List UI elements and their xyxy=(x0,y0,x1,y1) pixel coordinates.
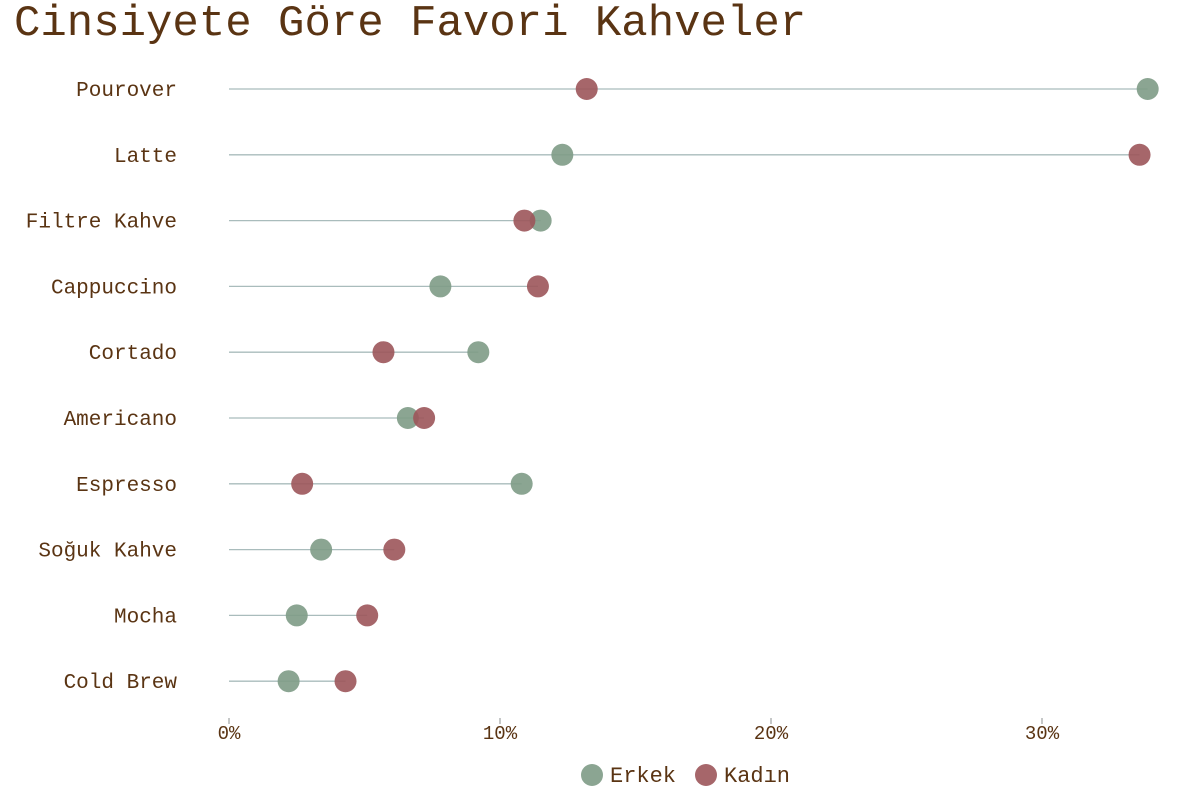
point-erkek-5 xyxy=(396,407,419,429)
point-erkek-4 xyxy=(467,341,490,364)
point-kadın-8 xyxy=(356,604,379,627)
point-erkek-2 xyxy=(529,209,552,232)
connector-lines xyxy=(229,88,1148,682)
point-kadın-2 xyxy=(513,209,536,232)
point-kadın-9 xyxy=(334,670,357,693)
category-label: Filtre Kahve xyxy=(26,212,177,235)
point-kadın-6 xyxy=(291,472,314,495)
point-erkek-3 xyxy=(429,275,452,298)
legend: Erkek Kadın xyxy=(581,764,790,789)
category-label: Latte xyxy=(114,146,177,169)
category-label: Pourover xyxy=(76,80,177,103)
point-kadın-0 xyxy=(575,78,598,100)
point-kadın-7 xyxy=(383,538,406,561)
legend-marker-kadın xyxy=(695,764,717,786)
category-label: Mocha xyxy=(114,606,177,629)
point-kadın-4 xyxy=(372,341,395,364)
point-kadın-3 xyxy=(526,275,549,298)
category-labels: Pourover Latte Filtre Kahve Cappuccino Corta… xyxy=(26,80,178,695)
point-erkek-7 xyxy=(310,538,333,561)
category-label: Cortado xyxy=(89,343,177,366)
x-tick-label: 10% xyxy=(483,723,518,745)
category-label: Americano xyxy=(64,409,177,432)
category-label: Cappuccino xyxy=(51,277,177,300)
data-points xyxy=(277,78,1159,693)
x-tick-label: 30% xyxy=(1025,723,1060,745)
category-label: Cold Brew xyxy=(64,672,178,695)
legend-marker-erkek xyxy=(581,764,603,786)
x-tick-label: 0% xyxy=(218,723,241,745)
point-kadın-5 xyxy=(413,407,436,429)
legend-label: Kadın xyxy=(724,764,790,789)
category-label: Soğuk Kahve xyxy=(38,541,177,564)
category-label: Espresso xyxy=(76,475,177,498)
legend-label: Erkek xyxy=(610,764,676,789)
point-erkek-9 xyxy=(277,670,300,693)
point-erkek-8 xyxy=(285,604,308,627)
chart-title: Cinsiyete Göre Favori Kahveler xyxy=(14,0,806,49)
point-erkek-0 xyxy=(1136,78,1159,100)
point-kadın-1 xyxy=(1128,143,1151,166)
point-erkek-1 xyxy=(551,143,574,166)
point-erkek-6 xyxy=(510,472,533,495)
x-tick-label: 20% xyxy=(754,723,789,745)
x-axis-ticks: 0% 10% 20% 30% xyxy=(218,718,1060,745)
